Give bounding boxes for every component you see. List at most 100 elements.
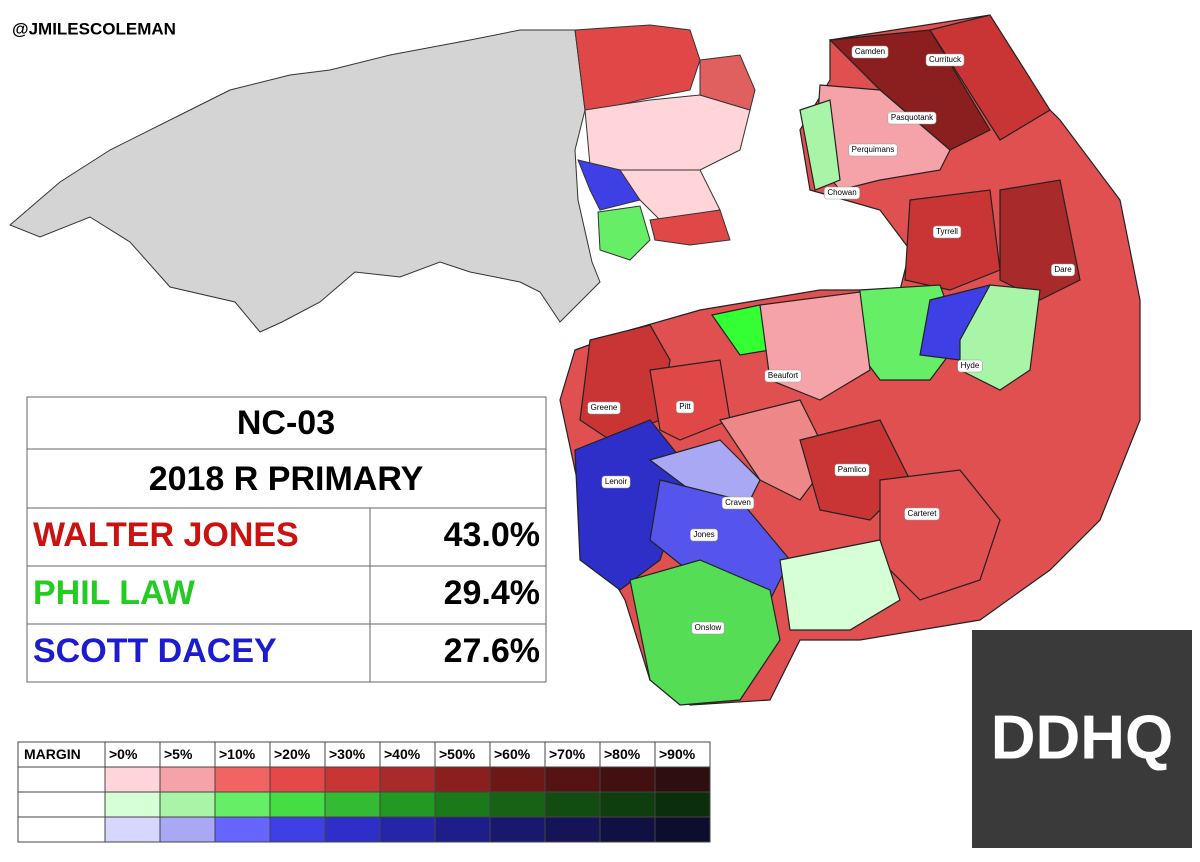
legend-swatch <box>434 816 491 843</box>
legend-swatch <box>379 816 436 843</box>
legend-swatch <box>269 816 326 843</box>
county-label: Dare <box>1054 265 1072 274</box>
legend-cell <box>17 741 106 768</box>
legend-swatch <box>104 766 161 793</box>
legend-threshold: >0% <box>109 746 138 762</box>
county-label-bg <box>1051 263 1075 277</box>
legend-threshold: >60% <box>494 746 531 762</box>
state-map <box>9 24 756 333</box>
legend-threshold: >30% <box>329 746 366 762</box>
county-label: Camden <box>855 47 885 56</box>
legend-cell <box>324 741 381 768</box>
legend-cell <box>379 741 436 768</box>
county-label: Craven <box>725 498 751 507</box>
county-label-bg <box>848 143 898 157</box>
legend-swatch <box>379 766 436 793</box>
county-label-bg <box>904 507 940 521</box>
county-label-bg <box>587 401 621 415</box>
county-label: Carteret <box>908 509 938 518</box>
legend-swatch <box>214 791 271 818</box>
table-border <box>26 396 547 683</box>
legend-swatch <box>159 791 216 818</box>
county-label-bg <box>834 463 870 477</box>
county-label-bg <box>932 225 962 239</box>
candidate-share: 27.6% <box>444 632 540 670</box>
legend-cell <box>17 766 106 793</box>
legend-threshold: >5% <box>164 746 193 762</box>
county-label: Chowan <box>827 188 856 197</box>
county-label-bg <box>887 111 937 125</box>
legend-cell <box>17 791 106 818</box>
legend-swatch <box>104 791 161 818</box>
handle: @JMILESCOLEMAN <box>12 19 176 38</box>
county-label-bg <box>957 359 983 373</box>
county-label: Jones <box>693 530 714 539</box>
county-label: Pasquotank <box>891 113 934 122</box>
county-label: Greene <box>591 403 618 412</box>
legend-swatch <box>599 816 656 843</box>
legend-cell <box>17 816 106 843</box>
legend-swatch <box>599 791 656 818</box>
results-title: NC-03 <box>237 404 335 442</box>
candidate-name: PHIL LAW <box>33 574 196 612</box>
legend-threshold: >10% <box>219 746 256 762</box>
legend-swatch <box>544 791 601 818</box>
logo-box <box>972 630 1192 848</box>
legend-swatch <box>104 816 161 843</box>
results-subtitle: 2018 R PRIMARY <box>149 460 424 498</box>
candidate-name: SCOTT DACEY <box>33 632 277 670</box>
county-label: Currituck <box>929 55 962 64</box>
legend-swatch <box>434 791 491 818</box>
logo: DDHQ <box>991 703 1174 772</box>
legend-swatch <box>489 816 546 843</box>
legend-threshold: >80% <box>604 746 641 762</box>
county-label: Pitt <box>679 402 691 411</box>
candidate-share: 43.0% <box>444 516 540 554</box>
county-labels: Camden Currituck Pasquotank Perquimans Chowa… <box>587 45 1075 635</box>
results-table <box>26 396 547 683</box>
legend-swatch <box>434 766 491 793</box>
county-label-bg <box>925 53 965 67</box>
legend-threshold: >20% <box>274 746 311 762</box>
legend-swatch <box>159 766 216 793</box>
legend-swatch <box>489 766 546 793</box>
county-label: Tyrrell <box>936 227 958 236</box>
legend-swatch <box>159 816 216 843</box>
legend-swatch <box>379 791 436 818</box>
county-label: Perquimans <box>852 145 895 154</box>
legend-swatch <box>324 816 381 843</box>
county-label: Hyde <box>961 361 980 370</box>
legend-swatch <box>544 766 601 793</box>
legend-threshold: >70% <box>549 746 586 762</box>
legend-cell <box>654 741 711 768</box>
legend-swatch <box>269 791 326 818</box>
legend-swatch <box>654 766 711 793</box>
county-label: Beaufort <box>768 371 799 380</box>
county-label: Lenoir <box>605 477 628 486</box>
legend-swatch <box>544 816 601 843</box>
county-label-bg <box>675 400 695 414</box>
legend: MARGIN >0% >5% >10% >20% >30% >40% >50% >60% >70%… <box>17 741 711 843</box>
county-label: Onslow <box>695 623 722 632</box>
county-label: Pamlico <box>838 465 867 474</box>
candidate-name: WALTER JONES <box>33 516 299 554</box>
legend-swatch <box>324 766 381 793</box>
legend-threshold: >90% <box>659 746 696 762</box>
county-label-bg <box>721 496 755 510</box>
legend-swatch <box>654 816 711 843</box>
legend-swatch <box>214 766 271 793</box>
legend-threshold: >50% <box>439 746 476 762</box>
legend-swatch <box>269 766 326 793</box>
candidates: WALTER JONES 43.0% PHIL LAW 29.4% SCOTT DACE… <box>33 516 540 670</box>
legend-swatch <box>214 816 271 843</box>
county-label-bg <box>764 369 802 383</box>
county-label-bg <box>690 528 718 542</box>
county-label-bg <box>691 621 725 635</box>
county-label-bg <box>824 186 860 200</box>
legend-swatch <box>489 791 546 818</box>
legend-header: MARGIN <box>24 746 81 762</box>
county-label-bg <box>851 45 889 59</box>
county-label-bg <box>601 475 631 489</box>
candidate-share: 29.4% <box>444 574 540 612</box>
legend-swatch <box>599 766 656 793</box>
